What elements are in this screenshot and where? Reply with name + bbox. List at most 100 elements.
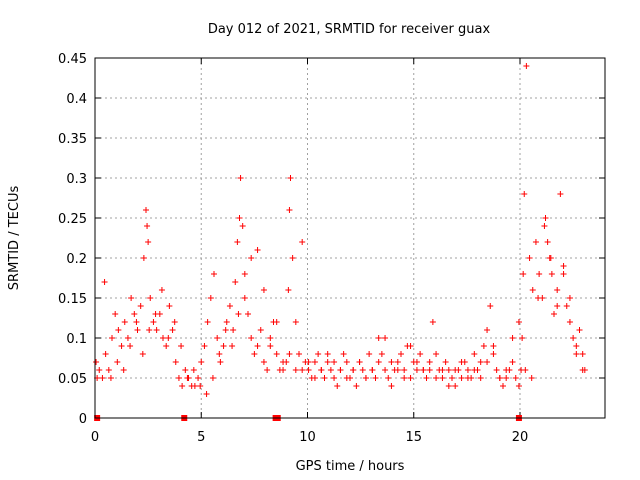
data-point [229, 343, 236, 349]
data-point [140, 255, 147, 261]
data-point [535, 295, 542, 301]
data-point [217, 359, 224, 365]
data-point [285, 287, 292, 293]
data-point [158, 287, 165, 293]
data-point [413, 359, 420, 365]
data-point [477, 359, 484, 365]
y-tick-label: 0.3 [66, 172, 87, 187]
data-point [426, 367, 433, 373]
data-point [241, 271, 248, 277]
data-point [426, 359, 433, 365]
data-point [490, 351, 497, 357]
data-point [260, 359, 267, 365]
x-tick-label: 10 [299, 430, 316, 445]
data-point [417, 351, 424, 357]
data-point [299, 239, 306, 245]
data-point [471, 351, 478, 357]
data-point [93, 359, 100, 365]
data-point [372, 375, 379, 381]
data-point [234, 239, 241, 245]
data-point [184, 375, 191, 381]
data-point [464, 375, 471, 381]
data-point [522, 367, 529, 373]
data-point [121, 319, 128, 325]
data-point [321, 375, 328, 381]
data-point [464, 367, 471, 373]
data-point [257, 327, 264, 333]
data-point [452, 383, 459, 389]
x-axis-label: GPS time / hours [296, 459, 405, 474]
data-point [394, 367, 401, 373]
data-point [554, 287, 561, 293]
data-point [124, 335, 131, 341]
data-point [235, 311, 242, 317]
data-point [216, 351, 223, 357]
data-point [220, 343, 227, 349]
data-point [503, 367, 510, 373]
data-point [201, 343, 208, 349]
data-point [560, 263, 567, 269]
data-point [114, 359, 121, 365]
data-point [521, 191, 528, 197]
plot-frame [94, 57, 606, 419]
data-point [331, 359, 338, 365]
data-point [394, 359, 401, 365]
data-point [109, 335, 115, 341]
data-point [536, 271, 543, 277]
data-point [375, 359, 382, 365]
x-axis-ticks: 0 5 10 15 20 [91, 58, 528, 445]
data-point [515, 383, 522, 389]
y-tick-label: 0 [79, 412, 87, 427]
data-point [334, 383, 341, 389]
gridlines [95, 58, 605, 418]
data-point [195, 375, 202, 381]
data-point [254, 343, 261, 349]
data-point [439, 375, 446, 381]
y-tick-label: 0.1 [66, 332, 87, 347]
data-point [423, 375, 430, 381]
data-point [239, 223, 246, 229]
data-point [573, 343, 580, 349]
data-point [152, 311, 159, 317]
data-point [385, 375, 392, 381]
data-point [375, 335, 382, 341]
data-point [264, 367, 271, 373]
data-point [366, 351, 373, 357]
data-point [500, 383, 506, 389]
data-point [503, 375, 510, 381]
data-point [248, 335, 255, 341]
data-point [190, 367, 197, 373]
data-point [579, 351, 586, 357]
data-point [496, 375, 503, 381]
data-point [398, 351, 404, 357]
x-tick-label: 20 [512, 430, 529, 445]
data-point [214, 335, 221, 341]
data-point [324, 359, 331, 365]
data-point [179, 383, 186, 389]
data-point [287, 175, 294, 181]
data-point [296, 351, 302, 357]
data-point [230, 327, 237, 333]
data-point [305, 359, 312, 365]
data-point [99, 375, 106, 381]
data-point [547, 255, 554, 261]
data-point [165, 335, 172, 341]
data-point [147, 295, 154, 301]
data-point [343, 375, 350, 381]
data-point [353, 383, 360, 389]
data-point [273, 351, 280, 357]
data-point [207, 295, 214, 301]
chart-title: Day 012 of 2021, SRMTID for receiver gua… [208, 22, 491, 37]
data-point [420, 367, 427, 373]
data-point [378, 351, 385, 357]
data-point [280, 359, 287, 365]
data-point [528, 375, 535, 381]
data-point [340, 351, 347, 357]
data-point [382, 367, 389, 373]
data-point [133, 319, 140, 325]
data-point [299, 367, 306, 373]
data-point [305, 367, 312, 373]
data-point [248, 255, 255, 261]
data-point [166, 303, 173, 309]
data-point [175, 375, 182, 381]
